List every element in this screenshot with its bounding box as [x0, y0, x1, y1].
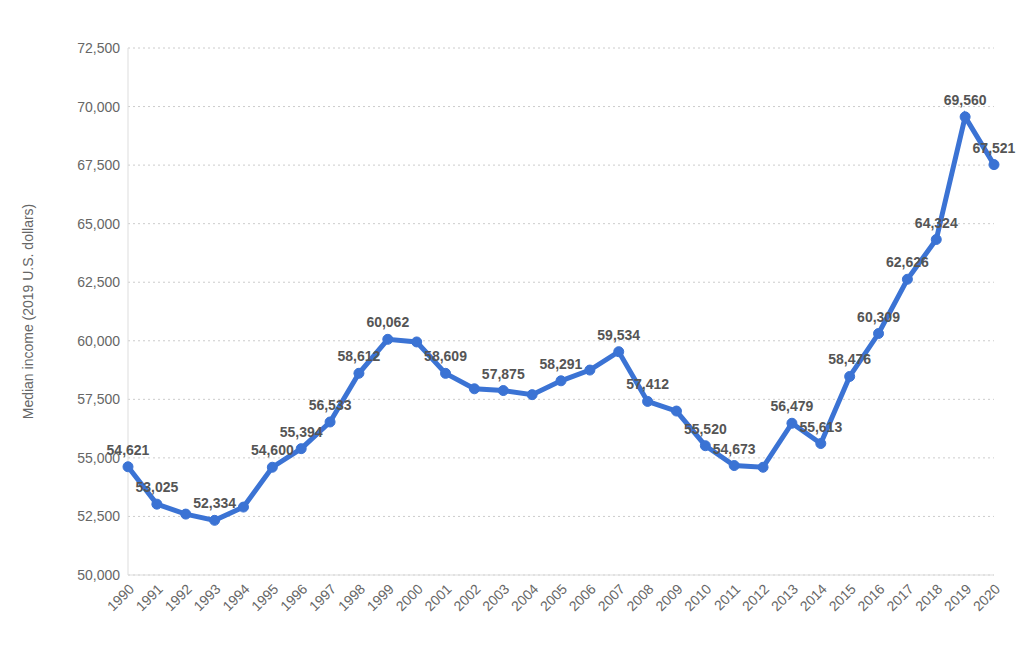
svg-text:56,479: 56,479 [771, 398, 814, 414]
svg-text:55,000: 55,000 [77, 449, 120, 466]
svg-text:1998: 1998 [335, 581, 368, 614]
svg-text:52,500: 52,500 [77, 508, 120, 524]
svg-text:1997: 1997 [306, 581, 339, 614]
svg-text:2001: 2001 [421, 581, 454, 614]
svg-text:2020: 2020 [970, 581, 1003, 614]
svg-text:52,334: 52,334 [193, 495, 236, 511]
svg-text:58,476: 58,476 [828, 351, 871, 367]
svg-text:67,521: 67,521 [973, 140, 1016, 156]
svg-text:2009: 2009 [652, 581, 685, 614]
svg-text:58,612: 58,612 [338, 348, 381, 364]
svg-text:69,560: 69,560 [944, 92, 987, 108]
svg-text:55,394: 55,394 [280, 424, 323, 440]
svg-text:2004: 2004 [508, 581, 541, 614]
svg-text:54,621: 54,621 [107, 442, 150, 458]
svg-text:57,875: 57,875 [482, 366, 525, 382]
svg-text:2010: 2010 [681, 581, 714, 614]
svg-text:2000: 2000 [392, 581, 425, 614]
svg-text:2012: 2012 [739, 581, 772, 614]
svg-text:2017: 2017 [883, 581, 916, 614]
svg-text:56,533: 56,533 [309, 397, 352, 413]
svg-text:54,673: 54,673 [713, 441, 756, 457]
svg-text:2003: 2003 [479, 581, 512, 614]
svg-text:53,025: 53,025 [135, 479, 178, 495]
svg-text:1990: 1990 [104, 581, 137, 614]
svg-text:55,520: 55,520 [684, 421, 727, 437]
svg-text:60,309: 60,309 [857, 309, 900, 325]
svg-text:64,324: 64,324 [915, 215, 958, 231]
svg-text:62,500: 62,500 [77, 274, 120, 290]
svg-text:58,291: 58,291 [540, 356, 583, 372]
svg-text:2008: 2008 [623, 581, 656, 614]
svg-text:72,500: 72,500 [77, 40, 120, 56]
svg-text:1999: 1999 [364, 581, 397, 614]
svg-text:57,412: 57,412 [626, 376, 669, 392]
svg-text:1996: 1996 [277, 581, 310, 614]
svg-text:1995: 1995 [248, 581, 281, 614]
svg-text:2014: 2014 [797, 581, 830, 614]
svg-text:50,000: 50,000 [77, 567, 120, 583]
svg-text:1993: 1993 [190, 581, 223, 614]
svg-text:60,062: 60,062 [366, 314, 409, 330]
svg-text:2016: 2016 [854, 581, 887, 614]
svg-text:65,000: 65,000 [77, 216, 120, 232]
svg-text:2002: 2002 [450, 581, 483, 614]
svg-text:Median income (2019 U.S. dolla: Median income (2019 U.S. dollars) [20, 204, 36, 420]
svg-text:1992: 1992 [162, 581, 195, 614]
svg-text:2011: 2011 [711, 581, 744, 614]
svg-text:57,500: 57,500 [77, 391, 120, 407]
svg-text:1991: 1991 [133, 581, 166, 614]
svg-text:54,600: 54,600 [251, 442, 294, 458]
svg-text:2006: 2006 [566, 581, 599, 614]
svg-text:58,609: 58,609 [424, 348, 467, 364]
svg-text:2007: 2007 [595, 581, 628, 614]
svg-text:2015: 2015 [825, 581, 858, 614]
svg-text:59,534: 59,534 [597, 327, 640, 343]
svg-text:67,500: 67,500 [77, 157, 120, 173]
svg-text:2019: 2019 [941, 581, 974, 614]
svg-text:1994: 1994 [219, 581, 252, 614]
svg-text:2013: 2013 [768, 581, 801, 614]
svg-text:70,000: 70,000 [77, 99, 120, 115]
svg-text:2018: 2018 [912, 581, 945, 614]
svg-text:2005: 2005 [537, 581, 570, 614]
svg-text:55,613: 55,613 [799, 419, 842, 435]
svg-text:62,626: 62,626 [886, 254, 929, 270]
svg-text:60,000: 60,000 [77, 333, 120, 349]
